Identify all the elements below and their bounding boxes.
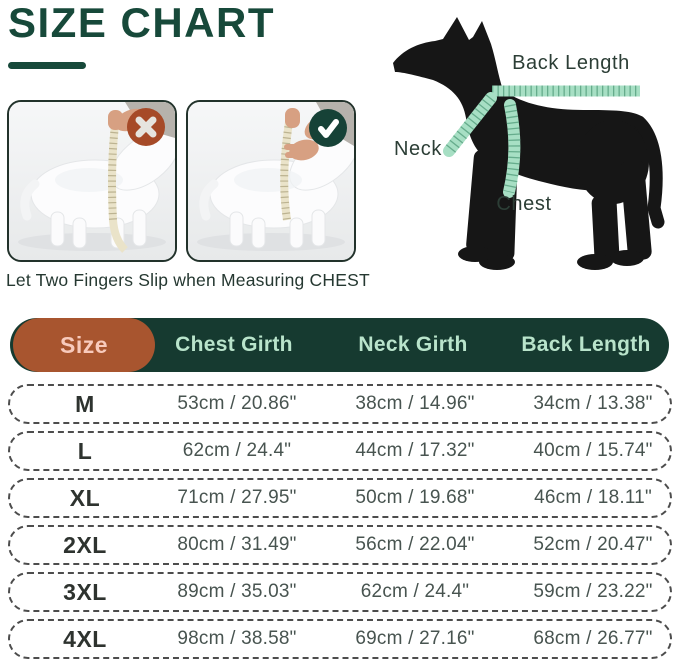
chest-value: 71cm / 27.95" xyxy=(177,487,297,508)
table-row-4xl: 4XL 98cm / 38.58" 69cm / 27.16" 68cm / 2… xyxy=(8,619,672,659)
neck-value: 50cm / 19.68" xyxy=(355,487,475,508)
size-value: L xyxy=(77,437,93,464)
table-row-m: M 53cm / 20.86" 38cm / 14.96" 34cm / 13.… xyxy=(8,384,672,424)
table-row-l: L 62cm / 24.4" 44cm / 17.32" 40cm / 15.7… xyxy=(8,431,672,471)
check-icon xyxy=(309,109,347,147)
chest-value: 89cm / 35.03" xyxy=(177,581,297,602)
table-row-2xl: 2XL 80cm / 31.49" 56cm / 22.04" 52cm / 2… xyxy=(8,525,672,565)
size-value: XL xyxy=(69,484,101,511)
back-value: 46cm / 18.11" xyxy=(534,487,652,508)
neck-value: 44cm / 17.32" xyxy=(355,440,475,461)
table-row-xl: XL 71cm / 27.95" 50cm / 19.68" 46cm / 18… xyxy=(8,478,672,518)
neck-value: 38cm / 14.96" xyxy=(355,393,475,414)
title-underline xyxy=(8,62,86,69)
neck-girth-header: Neck Girth xyxy=(358,333,468,356)
page-title: SIZE CHART xyxy=(8,0,275,46)
back-length-header: Back Length xyxy=(521,333,651,356)
neck-label: Neck xyxy=(394,138,442,160)
back-value: 34cm / 13.38" xyxy=(533,393,653,414)
dog-silhouette-diagram xyxy=(393,17,665,270)
size-table: M 53cm / 20.86" 38cm / 14.96" 34cm / 13.… xyxy=(8,384,672,659)
neck-value: 56cm / 22.04" xyxy=(355,534,475,555)
chest-label: Chest xyxy=(496,193,552,215)
back-value: 59cm / 23.22" xyxy=(533,581,653,602)
size-value: 4XL xyxy=(63,625,107,652)
table-header: Size Chest Girth Neck Girth Back Length xyxy=(10,318,669,372)
chest-value: 62cm / 24.4" xyxy=(182,440,292,461)
back-value: 68cm / 26.77" xyxy=(533,628,653,649)
size-value: 2XL xyxy=(63,531,107,558)
chest-value: 80cm / 31.49" xyxy=(177,534,297,555)
x-icon xyxy=(127,108,165,146)
size-value: 3XL xyxy=(63,578,107,605)
size-value: M xyxy=(75,390,95,417)
neck-value: 69cm / 27.16" xyxy=(355,628,475,649)
back-value: 40cm / 15.74" xyxy=(533,440,653,461)
chest-value: 53cm / 20.86" xyxy=(177,393,297,414)
correct-measuring-photo xyxy=(186,100,356,262)
back-length-label: Back Length xyxy=(512,52,630,74)
chest-value: 98cm / 38.58" xyxy=(177,628,297,649)
measuring-caption: Let Two Fingers Slip when Measuring CHES… xyxy=(6,270,370,290)
table-row-3xl: 3XL 89cm / 35.03" 62cm / 24.4" 59cm / 23… xyxy=(8,572,672,612)
neck-value: 62cm / 24.4" xyxy=(360,581,470,602)
back-value: 52cm / 20.47" xyxy=(533,534,653,555)
wrong-measuring-photo xyxy=(7,100,177,262)
chest-girth-header: Chest Girth xyxy=(175,333,293,356)
size-header-pill: Size xyxy=(13,318,155,372)
